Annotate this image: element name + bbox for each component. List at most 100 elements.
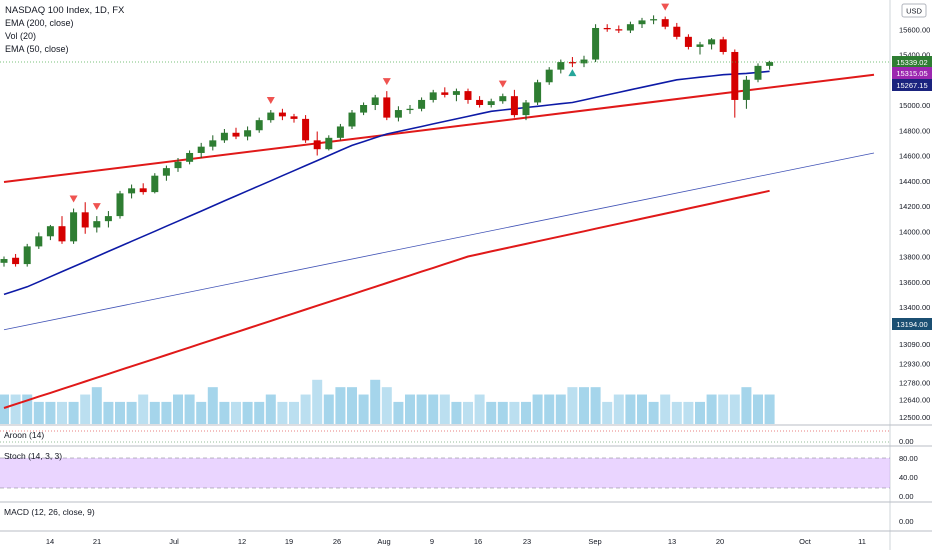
candle-body xyxy=(360,105,368,113)
volume-bar xyxy=(648,401,659,424)
volume-bar xyxy=(579,387,589,424)
time-tick-label: Sep xyxy=(588,537,601,546)
macd-label: MACD (12, 26, close, 9) xyxy=(4,507,95,517)
candle-body xyxy=(244,130,252,137)
candle-body xyxy=(487,101,495,105)
volume-bar xyxy=(277,401,288,424)
price-tick-label: 14600.00 xyxy=(899,152,930,161)
volume-bar xyxy=(509,401,520,424)
candle-body xyxy=(731,51,739,100)
volume-bar xyxy=(497,401,508,424)
candle-body xyxy=(696,44,704,47)
sell-signal-marker xyxy=(382,78,391,86)
time-tick-label: 20 xyxy=(716,537,724,546)
volume-bar xyxy=(590,387,601,424)
price-tick-label: 12780.00 xyxy=(899,378,930,387)
aroon-tick-label: 0.00 xyxy=(899,437,914,446)
volume-bar xyxy=(335,387,346,424)
stoch-tick-label: 80.00 xyxy=(899,454,918,463)
volume-bar xyxy=(637,394,647,424)
currency-badge[interactable] xyxy=(901,3,927,18)
volume-bar xyxy=(254,401,265,424)
candle-body xyxy=(128,188,136,194)
candle-body xyxy=(197,146,205,153)
volume-bar xyxy=(91,387,102,424)
chart-title: NASDAQ 100 Index, 1D, FX xyxy=(5,5,125,16)
candle-body xyxy=(348,112,356,127)
time-tick-label: 12 xyxy=(238,537,246,546)
candle-body xyxy=(162,168,170,176)
volume-bar xyxy=(358,394,369,424)
ema50-line xyxy=(3,70,770,296)
price-tick-label: 13800.00 xyxy=(899,253,930,262)
volume-bar xyxy=(683,401,694,424)
volume-bar xyxy=(381,387,392,424)
volume-bar xyxy=(428,394,439,424)
volume-bar xyxy=(242,401,253,424)
candle-body xyxy=(313,140,321,150)
sell-signal-marker xyxy=(69,195,78,203)
candle-body xyxy=(232,132,240,137)
candle-body xyxy=(174,161,182,169)
candle-body xyxy=(754,65,762,80)
candle-body xyxy=(626,24,634,31)
price-badge-label: 13194.00 xyxy=(896,320,927,329)
volume-bar xyxy=(323,394,334,424)
candle-body xyxy=(290,116,298,119)
volume-bar xyxy=(393,401,404,424)
time-tick-label: Jul xyxy=(169,537,179,546)
volume-bar xyxy=(567,387,578,424)
volume-bar xyxy=(521,401,531,424)
volume-bar xyxy=(265,394,276,424)
price-axis-panel xyxy=(890,0,932,550)
price-tick-label: 15000.00 xyxy=(899,101,930,110)
macd-tick-label: 0.00 xyxy=(899,517,914,526)
volume-bar xyxy=(45,401,56,424)
candle-body xyxy=(557,62,565,70)
candle-body xyxy=(603,27,611,30)
candle-body xyxy=(302,118,310,141)
price-tick-label: 14200.00 xyxy=(899,202,930,211)
volume-bar xyxy=(22,394,33,424)
volume-bar xyxy=(219,401,230,424)
candle-body xyxy=(325,137,333,150)
price-tick-label: 14800.00 xyxy=(899,126,930,135)
candle-body xyxy=(742,79,750,100)
volume-bar xyxy=(602,401,613,424)
volume-bar xyxy=(312,379,323,424)
volume-bar xyxy=(718,394,729,424)
volume-bar xyxy=(764,394,775,424)
time-tick-label: 23 xyxy=(523,537,531,546)
volume-bar xyxy=(161,401,172,424)
candle-body xyxy=(255,120,263,131)
price-badge-label: 15339.02 xyxy=(896,58,927,67)
price-badge xyxy=(892,318,932,330)
candle-body xyxy=(116,193,124,217)
candle-body xyxy=(615,29,623,31)
volume-bar xyxy=(671,401,682,424)
candle-body xyxy=(93,221,101,228)
volume-bar xyxy=(126,401,137,424)
candle-body xyxy=(580,59,588,64)
volume-bar xyxy=(753,394,763,424)
volume-bar xyxy=(555,394,566,424)
stoch-tick-label: 40.00 xyxy=(899,473,918,482)
time-axis-ticks: 14 21 Jul 12 19 26 Aug 9 16 23 Sep 13 20 Oct 11 xyxy=(46,537,866,546)
trendline xyxy=(3,152,875,331)
candle-body xyxy=(70,212,78,242)
volume-bar xyxy=(103,401,114,424)
volume-bar xyxy=(80,394,91,424)
candle-body xyxy=(23,246,31,265)
price-tick-label: 13600.00 xyxy=(899,278,930,287)
volume-bar xyxy=(207,387,218,424)
candle-body xyxy=(267,112,275,121)
candle-body xyxy=(12,257,20,265)
candle-body xyxy=(0,259,8,263)
price-tick-label: 15600.00 xyxy=(899,25,930,34)
time-tick-label: 26 xyxy=(333,537,341,546)
price-badge xyxy=(892,79,932,91)
volume-bar xyxy=(706,394,717,424)
volume-bar xyxy=(57,401,67,424)
indicator-ema200-label: EMA (200, close) xyxy=(5,18,74,28)
candle-body xyxy=(684,36,692,47)
